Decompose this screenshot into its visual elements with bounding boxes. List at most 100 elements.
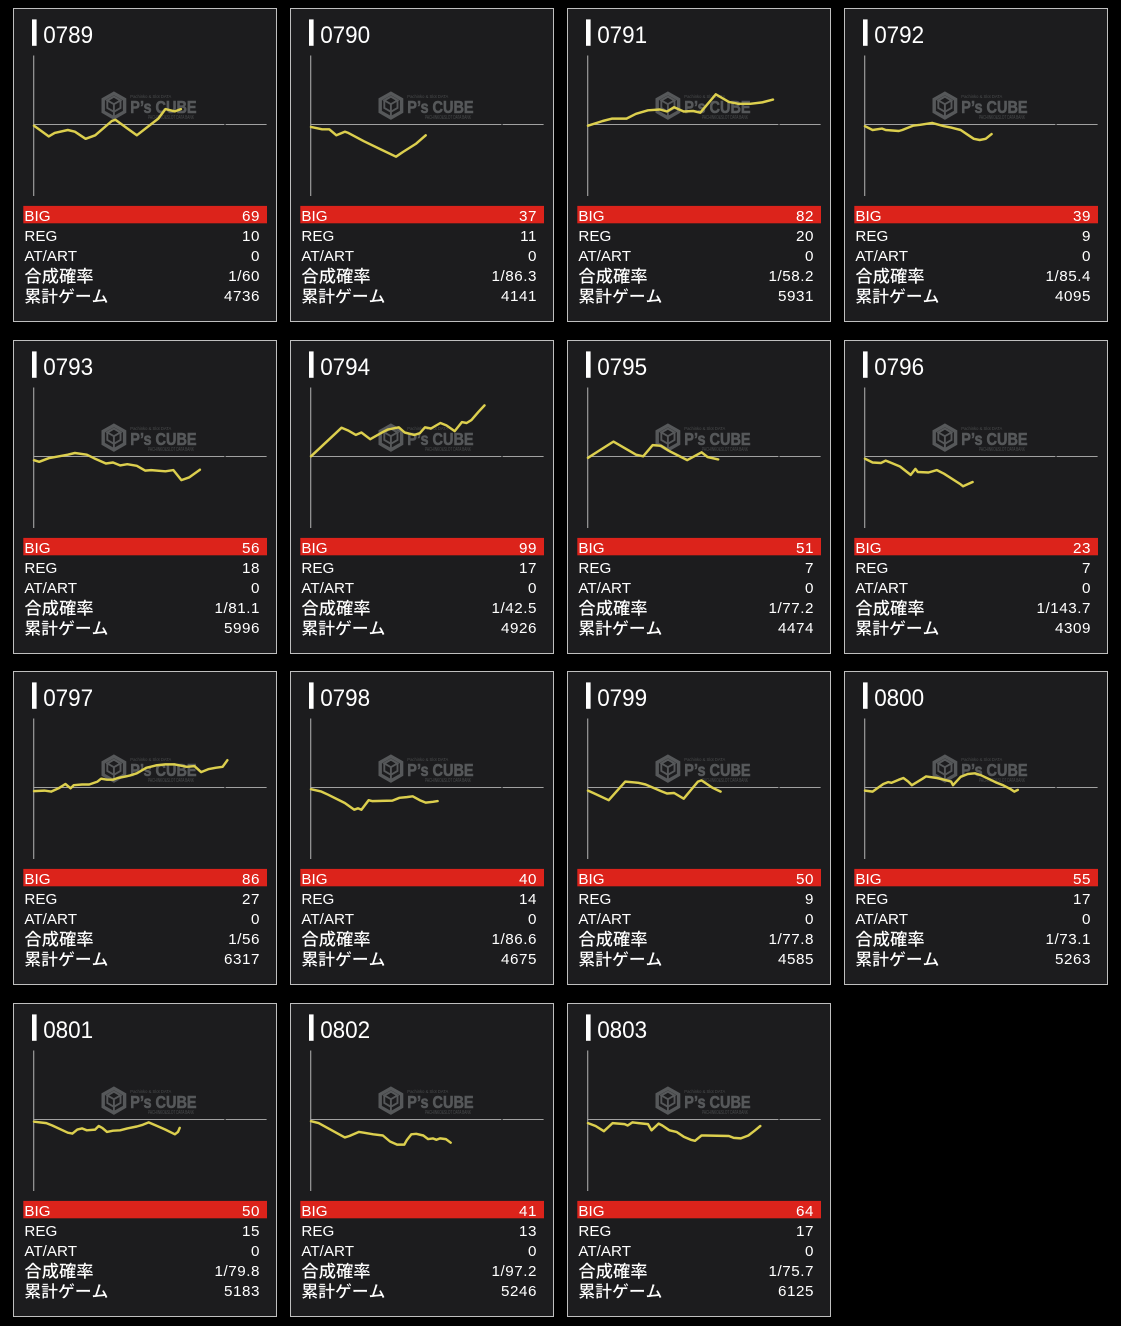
- svg-text:REG: REG: [24, 891, 57, 908]
- svg-text:0794: 0794: [320, 355, 370, 381]
- svg-text:0798: 0798: [320, 686, 370, 712]
- svg-text:REG: REG: [301, 891, 334, 908]
- svg-text:REG: REG: [301, 560, 334, 577]
- svg-text:0795: 0795: [597, 355, 647, 381]
- svg-text:0789: 0789: [43, 23, 93, 49]
- svg-text:1/77.2: 1/77.2: [768, 600, 814, 617]
- svg-text:5931: 5931: [778, 288, 814, 305]
- svg-text:20: 20: [796, 228, 814, 245]
- svg-text:BIG: BIG: [24, 1203, 50, 1220]
- svg-text:10: 10: [242, 228, 260, 245]
- svg-text:0: 0: [251, 580, 260, 597]
- svg-text:6125: 6125: [778, 1283, 814, 1300]
- svg-text:1/42.5: 1/42.5: [491, 600, 537, 617]
- svg-text:82: 82: [796, 208, 814, 225]
- svg-text:AT/ART: AT/ART: [24, 580, 77, 597]
- svg-text:4585: 4585: [778, 951, 814, 968]
- svg-text:REG: REG: [578, 228, 611, 245]
- svg-text:4309: 4309: [1055, 620, 1091, 637]
- svg-text:69: 69: [242, 208, 260, 225]
- svg-text:1/97.2: 1/97.2: [491, 1263, 537, 1280]
- svg-text:AT/ART: AT/ART: [24, 248, 77, 265]
- svg-text:0: 0: [805, 580, 814, 597]
- svg-text:AT/ART: AT/ART: [301, 911, 354, 928]
- svg-text:51: 51: [796, 540, 814, 557]
- svg-text:23: 23: [1073, 540, 1091, 557]
- svg-text:0796: 0796: [874, 355, 924, 381]
- svg-text:27: 27: [242, 891, 260, 908]
- svg-text:1/77.8: 1/77.8: [768, 931, 814, 948]
- svg-text:1/58.2: 1/58.2: [768, 268, 814, 285]
- svg-text:37: 37: [519, 208, 537, 225]
- svg-text:0801: 0801: [43, 1018, 93, 1044]
- svg-text:18: 18: [242, 560, 260, 577]
- svg-text:REG: REG: [855, 891, 888, 908]
- svg-text:41: 41: [519, 1203, 537, 1220]
- svg-text:39: 39: [1073, 208, 1091, 225]
- svg-text:REG: REG: [578, 891, 611, 908]
- svg-text:11: 11: [520, 228, 537, 245]
- svg-text:1/85.4: 1/85.4: [1045, 268, 1091, 285]
- svg-text:5996: 5996: [224, 620, 260, 637]
- svg-text:17: 17: [1073, 891, 1091, 908]
- svg-text:AT/ART: AT/ART: [578, 248, 631, 265]
- svg-text:5183: 5183: [224, 1283, 260, 1300]
- svg-text:BIG: BIG: [578, 540, 604, 557]
- svg-text:AT/ART: AT/ART: [855, 248, 908, 265]
- svg-text:AT/ART: AT/ART: [301, 248, 354, 265]
- svg-text:BIG: BIG: [24, 540, 50, 557]
- svg-text:4736: 4736: [224, 288, 260, 305]
- svg-text:AT/ART: AT/ART: [24, 911, 77, 928]
- svg-text:AT/ART: AT/ART: [855, 580, 908, 597]
- svg-text:9: 9: [1082, 228, 1091, 245]
- svg-text:REG: REG: [855, 228, 888, 245]
- svg-text:4095: 4095: [1055, 288, 1091, 305]
- svg-text:9: 9: [805, 891, 814, 908]
- svg-text:5263: 5263: [1055, 951, 1091, 968]
- svg-text:0793: 0793: [43, 355, 93, 381]
- svg-text:BIG: BIG: [301, 540, 327, 557]
- svg-text:0: 0: [805, 911, 814, 928]
- svg-text:AT/ART: AT/ART: [578, 1243, 631, 1260]
- svg-text:0803: 0803: [597, 1018, 647, 1044]
- svg-text:55: 55: [1073, 871, 1091, 888]
- svg-text:86: 86: [242, 871, 260, 888]
- svg-text:50: 50: [242, 1203, 260, 1220]
- svg-text:REG: REG: [24, 228, 57, 245]
- svg-text:13: 13: [519, 1223, 537, 1240]
- svg-text:BIG: BIG: [301, 871, 327, 888]
- svg-text:56: 56: [242, 540, 260, 557]
- svg-text:99: 99: [519, 540, 537, 557]
- svg-text:BIG: BIG: [855, 208, 881, 225]
- svg-text:1/143.7: 1/143.7: [1036, 600, 1091, 617]
- svg-text:REG: REG: [301, 228, 334, 245]
- svg-text:REG: REG: [855, 560, 888, 577]
- svg-text:0: 0: [251, 911, 260, 928]
- svg-text:REG: REG: [24, 1223, 57, 1240]
- svg-text:4675: 4675: [501, 951, 537, 968]
- svg-text:5246: 5246: [501, 1283, 537, 1300]
- svg-text:6317: 6317: [224, 951, 260, 968]
- svg-text:0: 0: [528, 1243, 537, 1260]
- svg-text:4926: 4926: [501, 620, 537, 637]
- svg-text:0790: 0790: [320, 23, 370, 49]
- svg-text:0: 0: [251, 248, 260, 265]
- svg-text:BIG: BIG: [855, 540, 881, 557]
- svg-text:1/56: 1/56: [228, 931, 260, 948]
- svg-text:17: 17: [519, 560, 537, 577]
- svg-text:0: 0: [251, 1243, 260, 1260]
- svg-text:AT/ART: AT/ART: [24, 1243, 77, 1260]
- svg-text:0: 0: [528, 248, 537, 265]
- svg-text:14: 14: [519, 891, 537, 908]
- svg-text:64: 64: [796, 1203, 814, 1220]
- svg-text:REG: REG: [578, 1223, 611, 1240]
- svg-text:0: 0: [805, 248, 814, 265]
- svg-text:BIG: BIG: [578, 208, 604, 225]
- svg-text:40: 40: [519, 871, 537, 888]
- svg-text:1/75.7: 1/75.7: [768, 1263, 814, 1280]
- svg-text:50: 50: [796, 871, 814, 888]
- svg-text:0802: 0802: [320, 1018, 370, 1044]
- svg-text:AT/ART: AT/ART: [301, 1243, 354, 1260]
- svg-text:7: 7: [1082, 560, 1091, 577]
- svg-text:17: 17: [796, 1223, 814, 1240]
